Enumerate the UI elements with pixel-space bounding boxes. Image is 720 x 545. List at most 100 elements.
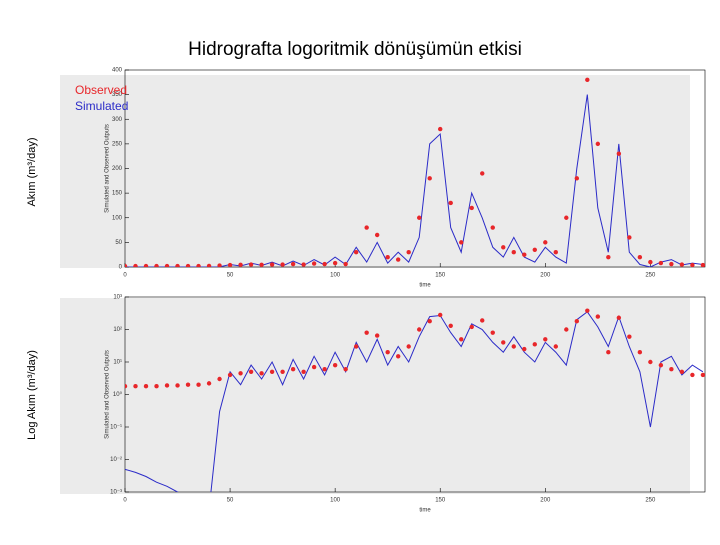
observed-point [353, 344, 359, 349]
x-axis-label: time [419, 283, 431, 289]
observed-point [616, 151, 622, 156]
observed-point [227, 372, 233, 378]
x-tick-label: 0 [123, 498, 127, 504]
y-tick-label: 10¹ [113, 360, 122, 366]
plot-area [125, 77, 705, 267]
side-label: Akım (m³/day) [26, 137, 38, 206]
x-axis-label: time [419, 508, 431, 514]
observed-point [395, 257, 401, 262]
observed-point [459, 337, 464, 342]
observed-point [311, 364, 317, 370]
observed-point [125, 263, 128, 267]
x-tick-label: 100 [330, 498, 341, 504]
observed-point [374, 232, 380, 238]
x-tick-label: 100 [330, 273, 341, 279]
side-label: Log Akım (m³/day) [26, 350, 38, 440]
observed-point [259, 371, 264, 376]
observed-point [532, 247, 537, 252]
observed-point [459, 240, 464, 245]
y-tick-label: 350 [112, 92, 123, 98]
y-tick-label: 300 [112, 117, 123, 123]
observed-point [658, 260, 664, 266]
observed-point [564, 327, 569, 332]
observed-point [427, 319, 432, 324]
observed-point [585, 308, 590, 313]
observed-point [564, 215, 569, 220]
y-tick-label: 50 [115, 240, 122, 246]
observed-point [606, 350, 611, 355]
observed-point [532, 342, 537, 347]
panel-background [60, 298, 690, 494]
slide-title: Hidrografta logoritmik dönüşümün etkisi [188, 39, 522, 60]
observed-point [669, 261, 674, 267]
observed-point [574, 319, 580, 324]
panel-background [60, 75, 690, 268]
y-axis-label: Simulated and Observed Outputs [105, 124, 111, 213]
observed-point [480, 171, 485, 176]
y-tick-label: 10² [113, 327, 122, 333]
observed-point [385, 254, 390, 260]
observed-point [543, 240, 548, 245]
observed-point [217, 263, 222, 267]
observed-point [154, 384, 159, 389]
observed-point [322, 367, 327, 372]
observed-point [417, 215, 422, 220]
observed-point [185, 263, 191, 267]
observed-point [501, 340, 506, 345]
observed-point [553, 344, 558, 349]
x-tick-label: 150 [435, 273, 446, 279]
observed-point [125, 384, 128, 389]
y-tick-label: 150 [112, 191, 123, 197]
observed-point [259, 262, 264, 267]
observed-point [595, 141, 601, 147]
observed-point [238, 262, 243, 267]
observed-point [311, 261, 317, 266]
observed-point [332, 260, 338, 266]
observed-point [164, 383, 170, 388]
observed-point [133, 263, 138, 267]
y-tick-label: 200 [112, 166, 123, 172]
x-tick-label: 0 [123, 273, 127, 279]
observed-point [700, 372, 705, 378]
observed-point [627, 235, 632, 240]
plot-area [125, 308, 705, 492]
observed-point [395, 354, 401, 359]
legend-entry: Observed [75, 83, 127, 97]
observed-point [175, 263, 180, 267]
observed-point [154, 263, 159, 267]
observed-point [206, 263, 212, 267]
observed-point [143, 384, 149, 389]
observed-point [438, 312, 443, 318]
observed-point [417, 327, 422, 332]
observed-point [206, 381, 212, 386]
observed-point [585, 77, 590, 83]
observed-point [290, 367, 296, 372]
observed-point [374, 333, 380, 338]
observed-point [679, 262, 685, 267]
observed-point [574, 176, 580, 181]
observed-point [658, 362, 664, 368]
y-tick-label: 100 [112, 215, 123, 221]
observed-point [227, 262, 233, 267]
y-tick-label: 400 [112, 68, 123, 74]
observed-point [690, 372, 695, 378]
observed-point [196, 382, 201, 387]
observed-point [669, 367, 674, 372]
x-tick-label: 250 [645, 498, 656, 504]
observed-point [427, 176, 432, 181]
observed-point [301, 262, 306, 267]
observed-point [364, 330, 369, 335]
observed-point [522, 252, 527, 257]
observed-point [553, 250, 558, 255]
x-tick-label: 50 [227, 273, 234, 279]
observed-point [522, 346, 527, 352]
observed-point [290, 261, 296, 267]
observed-point [469, 324, 474, 330]
observed-point [343, 367, 348, 372]
observed-point [700, 262, 705, 267]
y-tick-label: 10⁰ [113, 391, 123, 398]
observed-point [280, 369, 285, 374]
observed-point [448, 323, 453, 328]
x-tick-label: 200 [540, 498, 551, 504]
